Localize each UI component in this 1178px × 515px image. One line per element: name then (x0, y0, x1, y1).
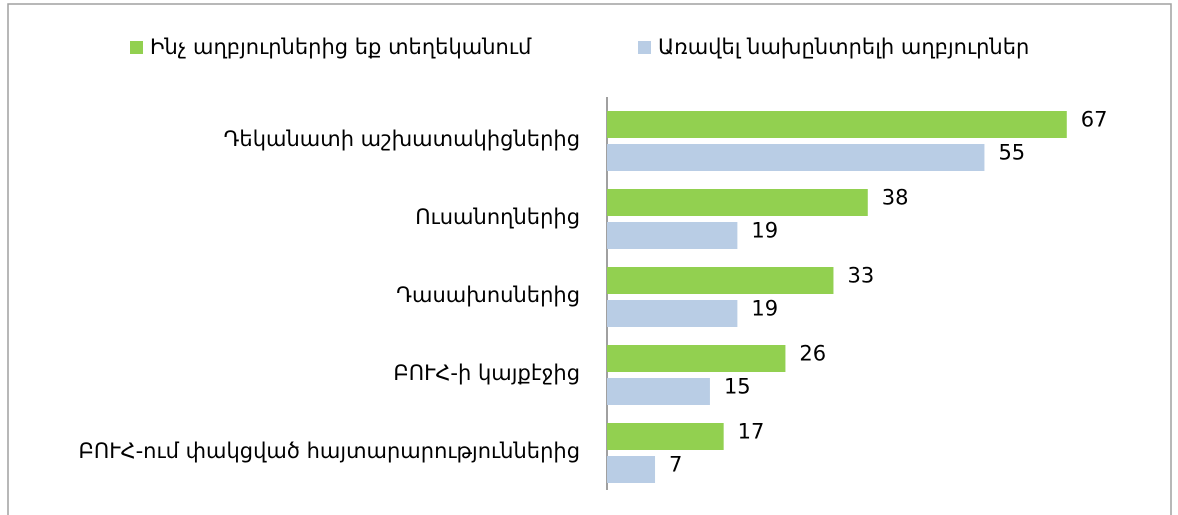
bar (607, 189, 868, 216)
legend-swatch (130, 41, 143, 54)
category-label: ԲՈՒՀ-ի կայքէջից (393, 361, 580, 385)
legend-swatch (638, 41, 651, 54)
bar (607, 423, 724, 450)
bar (607, 456, 656, 483)
bar (607, 267, 834, 294)
value-label: 38 (882, 186, 909, 210)
legend-label: Առավել նախընտրելի աղբյուրներ (658, 35, 1029, 59)
value-label: 15 (724, 375, 751, 399)
bar (607, 345, 786, 372)
bar (607, 144, 985, 171)
category-label: Դասախոսներից (396, 283, 580, 307)
value-label: 17 (738, 420, 765, 444)
chart-frame (7, 3, 1172, 515)
bar (607, 378, 710, 405)
category-label: Ուսանողներից (415, 205, 580, 229)
legend-label: Ինչ աղբյուրներից եք տեղեկանում (150, 35, 532, 59)
value-label: 26 (799, 342, 826, 366)
value-label: 55 (998, 141, 1025, 165)
bar (607, 111, 1067, 138)
value-label: 19 (751, 219, 778, 243)
category-label: ԲՈՒՀ-ում փակցված հայտարարություններից (79, 439, 580, 463)
value-label: 19 (751, 297, 778, 321)
value-label: 67 (1081, 108, 1108, 132)
value-label: 7 (669, 453, 682, 477)
value-label: 33 (847, 264, 874, 288)
bar (607, 300, 738, 327)
bar (607, 222, 738, 249)
category-label: Դեկանատի աշխատակիցներից (224, 127, 580, 151)
